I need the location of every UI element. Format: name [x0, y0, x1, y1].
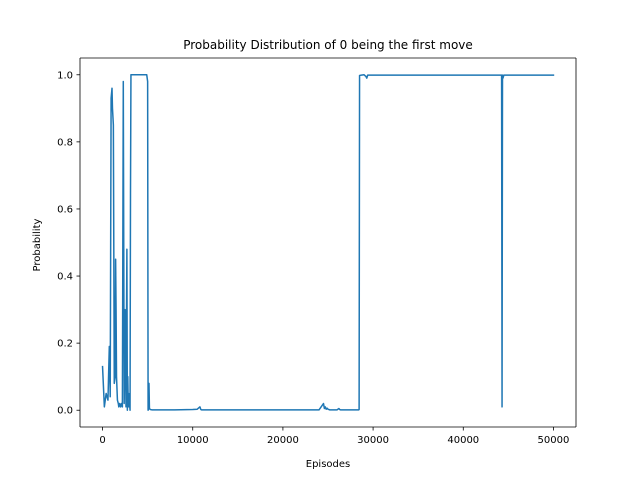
x-tick-label: 0: [99, 435, 105, 446]
y-tick-label: 0.4: [57, 272, 73, 283]
plot-area: [101, 74, 555, 411]
x-tick-label: 10000: [177, 435, 209, 446]
y-tick-label: 0.2: [57, 339, 73, 350]
x-tick-label: 20000: [267, 435, 299, 446]
y-tick-label: 0.8: [57, 137, 73, 148]
axes: 0 10000 20000 30000 40000 50000 0.0 0.2 0.4 0.6 0.…: [57, 57, 577, 446]
x-tick-label: 50000: [538, 435, 570, 446]
series-line-0: [101, 74, 555, 411]
y-tick-label: 0.6: [57, 204, 73, 215]
x-tick-label: 30000: [357, 435, 389, 446]
y-tick-label: 1.0: [57, 70, 73, 81]
y-tick-label: 0.0: [57, 406, 73, 417]
x-tick-label: 40000: [447, 435, 479, 446]
x-axis-label: Episodes: [306, 459, 350, 470]
chart-title: Probability Distribution of 0 being the …: [183, 38, 473, 52]
y-axis-label: Probability: [32, 218, 43, 271]
